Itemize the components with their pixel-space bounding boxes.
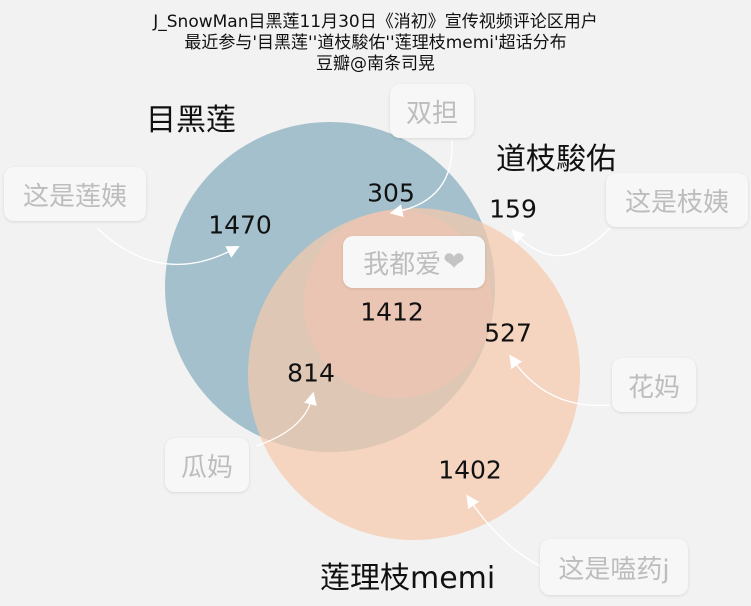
note-c-fan: 这是嗑药j: [540, 539, 688, 595]
count-meguro-memi: 814: [287, 358, 335, 388]
note-b-fan: 这是枝姨: [606, 173, 748, 227]
note-double: 双担: [390, 84, 474, 138]
arrow-bc-fan: [509, 354, 611, 407]
count-michieda-only: 159: [489, 194, 537, 224]
arrow-double: [389, 139, 453, 218]
title-line-1: J_SnowMan目黑莲11月30日《消初》宣传视频评论区用户: [153, 12, 598, 32]
note-all: 我都爱 ❤: [343, 236, 485, 288]
count-all-three: 1412: [360, 297, 424, 327]
circle-renrishi-memi: [248, 208, 580, 540]
note-ac-fan: 瓜妈: [165, 438, 249, 492]
count-meguro-only: 1470: [208, 210, 272, 240]
count-memi-only: 1402: [438, 455, 502, 485]
title-line-3: 豆瓣@南条司晃: [316, 54, 435, 74]
arrow-ac-fan: [255, 391, 317, 447]
note-a-fan: 这是莲姨: [4, 167, 146, 221]
label-renrishi-memi: 莲理枝memi: [320, 561, 496, 596]
count-meguro-michieda: 305: [367, 178, 415, 208]
note-bc-fan: 花妈: [612, 358, 696, 412]
count-michieda-memi: 527: [484, 318, 532, 348]
heart-icon: ❤: [443, 247, 465, 277]
label-meguro-ren: 目黑莲: [146, 103, 236, 138]
title-line-2: 最近参与'目黑莲''道枝駿佑''莲理枝memi'超话分布: [184, 33, 567, 53]
arrow-b-fan: [511, 227, 611, 257]
chart-title: J_SnowMan目黑莲11月30日《消初》宣传视频评论区用户 最近参与'目黑莲…: [0, 12, 751, 75]
label-michieda-shunsuke: 道枝駿佑: [496, 142, 616, 177]
arrow-c-fan: [466, 494, 541, 567]
arrow-a-fan: [96, 227, 240, 266]
note-all-text: 我都爱: [363, 249, 442, 280]
